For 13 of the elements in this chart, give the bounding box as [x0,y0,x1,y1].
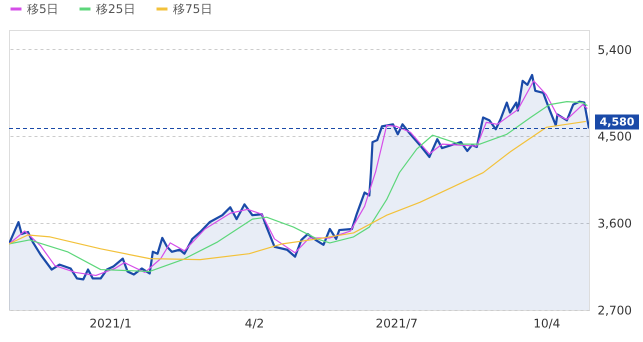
legend-label: 移25日 [96,2,136,16]
y-tick-label: 2,700 [598,304,632,318]
legend-label: 移75日 [173,2,212,16]
x-tick-label: 10/4 [533,316,560,330]
ref-line-label: 4,580 [600,115,635,128]
legend-label: 移5日 [27,2,59,16]
y-tick-label: 4,500 [598,130,632,144]
line-series [9,120,586,260]
x-tick-label: 2021/1 [90,316,132,330]
y-tick-label: 5,400 [598,42,632,57]
y-tick-label: 3,600 [598,216,632,231]
x-tick-label: 4/2 [244,316,264,330]
x-tick-label: 2021/7 [376,316,418,330]
